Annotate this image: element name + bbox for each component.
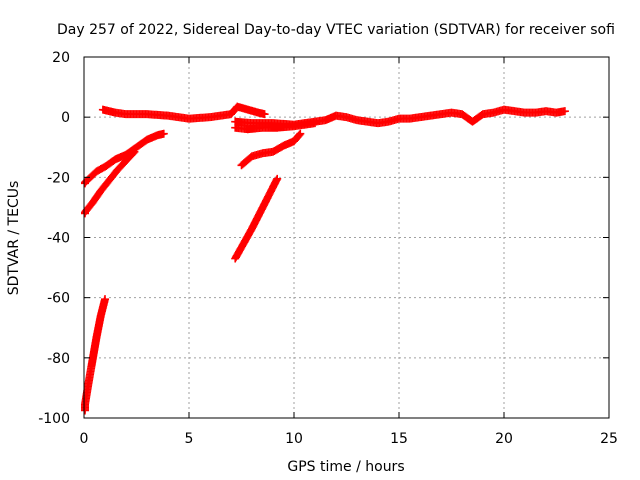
data-point — [130, 147, 139, 156]
y-tick-label: -20 — [47, 170, 70, 186]
data-point — [159, 129, 168, 138]
ticks — [83, 56, 610, 419]
y-tick-label: 20 — [52, 50, 70, 66]
data-point — [560, 107, 569, 116]
chart-title: Day 257 of 2022, Sidereal Day-to-day VTE… — [57, 22, 615, 38]
series-3 — [237, 129, 305, 170]
y-tick-label: -80 — [47, 351, 70, 367]
x-tick-label: 15 — [390, 431, 408, 447]
y-tick-label: -60 — [47, 291, 70, 307]
data-point — [296, 129, 305, 138]
x-tick-label: 5 — [185, 431, 194, 447]
series-4 — [231, 174, 282, 263]
y-tick-label: -100 — [38, 411, 70, 427]
x-tick-label: 25 — [600, 431, 618, 447]
data-point — [101, 295, 109, 304]
y-tick-label: -40 — [47, 231, 70, 247]
series-0 — [98, 102, 269, 123]
x-tick-label: 10 — [285, 431, 303, 447]
x-tick-labels: 0 5 10 15 20 25 — [80, 431, 618, 447]
y-tick-labels: -100 -80 -60 -40 -20 0 20 — [38, 50, 70, 427]
data-point — [295, 130, 304, 139]
series-2 — [231, 105, 569, 129]
x-tick-label: 20 — [495, 431, 513, 447]
data-point — [273, 174, 282, 183]
series-6 — [81, 147, 139, 218]
y-tick-label: 0 — [61, 110, 70, 126]
x-axis-label: GPS time / hours — [287, 459, 404, 475]
y-axis-label: SDTVAR / TECUs — [6, 181, 22, 296]
series-5 — [81, 129, 168, 188]
data-point — [260, 110, 269, 119]
marks — [81, 102, 569, 415]
x-tick-label: 0 — [80, 431, 89, 447]
data-point — [129, 148, 138, 157]
